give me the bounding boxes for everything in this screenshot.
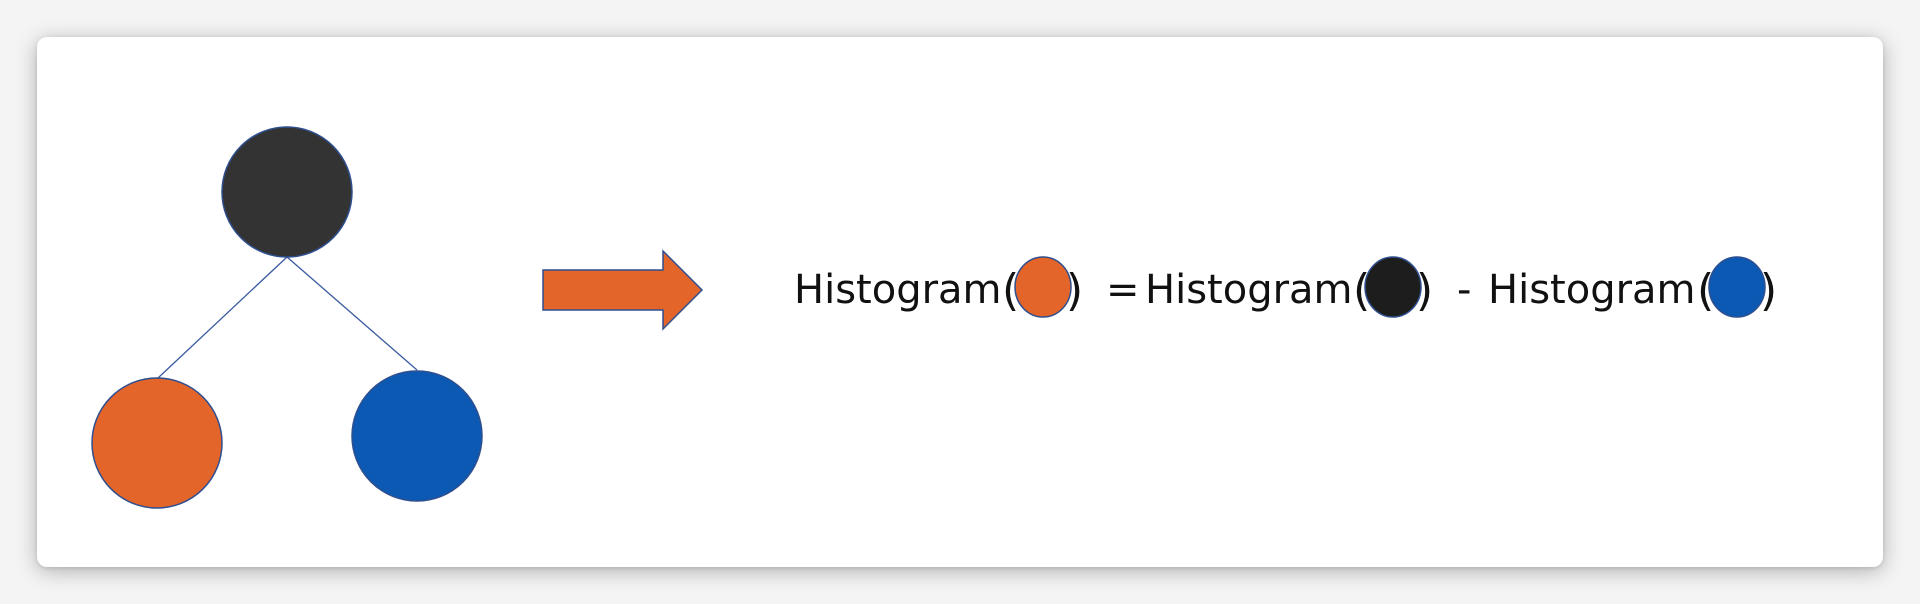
equation-term2-label: Histogram <box>1145 267 1353 313</box>
equation-term3-blue-circle <box>1708 256 1766 318</box>
equation-term1-close-paren: ) <box>1066 265 1083 316</box>
tree-edge-left <box>157 256 288 379</box>
right-child-node-circle <box>351 370 483 502</box>
minus-sign: - <box>1457 267 1471 313</box>
equation-term1-open-paren: ( <box>1002 265 1019 316</box>
tree-edge-right <box>286 256 418 371</box>
equation-term3-close-paren: ) <box>1760 265 1777 316</box>
equation-term2-black-circle <box>1364 256 1422 318</box>
slide-card <box>37 37 1883 567</box>
right-arrow-icon <box>542 249 704 331</box>
left-child-node-circle <box>91 377 223 509</box>
equation-term2-close-paren: ) <box>1416 265 1433 316</box>
equals-sign: = <box>1106 267 1140 313</box>
equation-term1-label: Histogram <box>794 267 1002 313</box>
equation-term1-orange-circle <box>1014 256 1072 318</box>
root-node-circle <box>221 126 353 258</box>
equation-term3-label: Histogram <box>1488 267 1696 313</box>
